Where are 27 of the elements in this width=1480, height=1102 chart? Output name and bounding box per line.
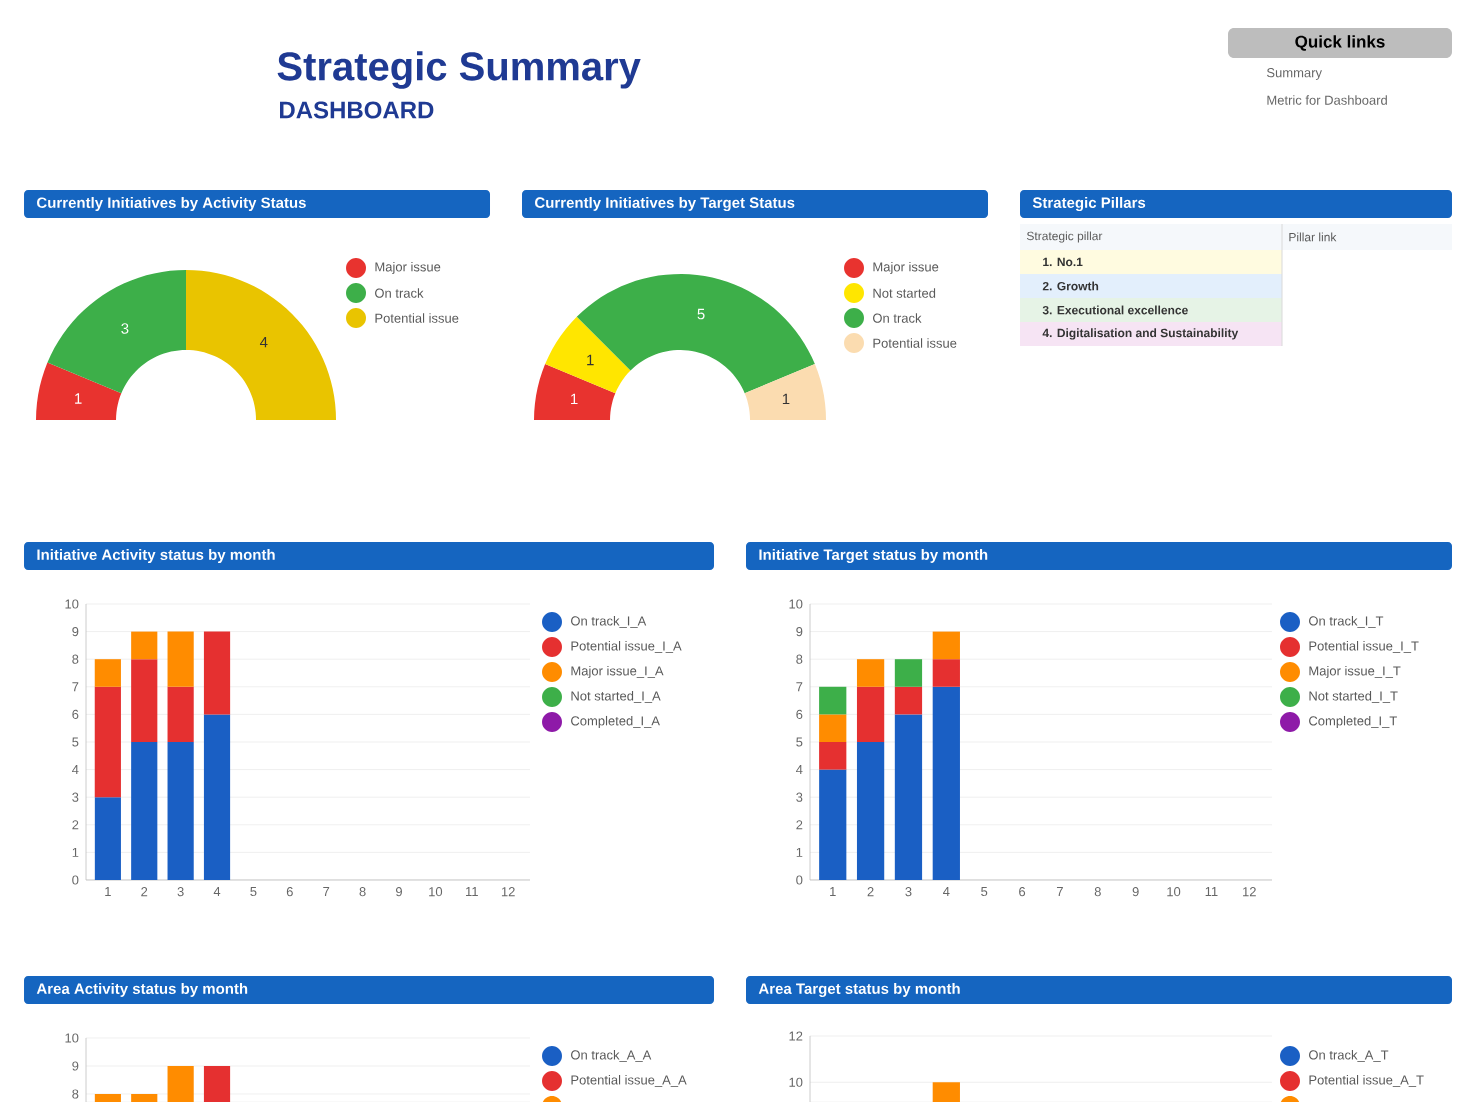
bar bbox=[203, 714, 231, 880]
bar bbox=[167, 741, 194, 880]
text: DASHBOARD bbox=[280, 101, 434, 119]
bar bbox=[856, 686, 885, 742]
bar bbox=[131, 741, 158, 880]
bar bbox=[932, 686, 960, 880]
bar bbox=[131, 631, 158, 660]
bar bbox=[819, 769, 847, 880]
bar bbox=[131, 659, 158, 742]
bar bbox=[94, 686, 121, 798]
bar bbox=[94, 797, 121, 880]
bar bbox=[894, 686, 923, 715]
bar bbox=[932, 659, 960, 687]
bar bbox=[894, 714, 923, 880]
bar bbox=[819, 686, 847, 715]
bar bbox=[167, 686, 194, 742]
bar bbox=[932, 631, 960, 660]
bar bbox=[167, 631, 194, 687]
text: Quick links bbox=[1295, 35, 1385, 51]
bar bbox=[856, 659, 885, 687]
bar bbox=[819, 714, 847, 742]
bar bbox=[894, 659, 923, 687]
bar bbox=[856, 741, 885, 880]
bar bbox=[819, 741, 847, 770]
bar bbox=[94, 659, 121, 687]
bar bbox=[203, 631, 231, 715]
text: Strategic Summary bbox=[277, 51, 641, 89]
